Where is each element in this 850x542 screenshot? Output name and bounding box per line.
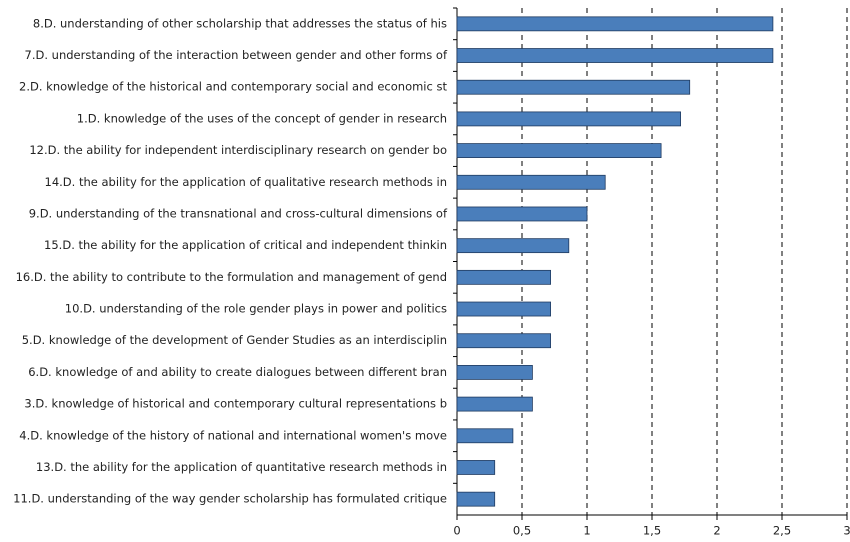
y-tick-label: 16.D. the ability to contribute to the f… <box>16 270 447 284</box>
bar <box>456 206 588 222</box>
y-tick-label: 11.D. understanding of the way gender sc… <box>13 492 447 506</box>
x-tick-label: 2 <box>713 524 720 538</box>
bar <box>456 365 533 380</box>
y-tick-label: 3.D. knowledge of historical and contemp… <box>24 397 447 411</box>
bar <box>456 301 551 317</box>
y-tick-label: 1.D. knowledge of the uses of the concep… <box>77 111 447 125</box>
bar <box>456 269 551 285</box>
bar <box>456 333 551 349</box>
bar <box>456 16 774 32</box>
bar <box>456 396 533 412</box>
y-tick-label: 9.D. understanding of the transnational … <box>29 206 448 220</box>
bar <box>456 460 496 475</box>
y-tick-label: 10.D. understanding of the role gender p… <box>65 302 447 316</box>
y-tick-label: 12.D. the ability for independent interd… <box>29 143 447 157</box>
y-tick-label: 8.D. understanding of other scholarship … <box>33 16 447 30</box>
x-tick-label: 3 <box>843 524 850 538</box>
bar <box>456 491 496 507</box>
x-tick-label: 0 <box>453 524 460 538</box>
y-tick-label: 7.D. understanding of the interaction be… <box>25 48 448 62</box>
y-tick-label: 2.D. knowledge of the historical and con… <box>19 80 447 94</box>
bar <box>456 143 662 158</box>
y-tick-label: 5.D. knowledge of the development of Gen… <box>22 333 447 347</box>
y-tick-label: 14.D. the ability for the application of… <box>45 175 447 189</box>
bar <box>456 111 682 127</box>
y-tick-label: 15.D. the ability for the application of… <box>44 238 447 252</box>
bar <box>456 48 774 63</box>
x-tick-label: 1,5 <box>643 524 661 538</box>
bar <box>456 428 514 444</box>
y-tick-label: 13.D. the ability for the application of… <box>36 460 447 474</box>
y-tick-label: 6.D. knowledge of and ability to create … <box>28 365 447 379</box>
y-tick-label: 4.D. knowledge of the history of nationa… <box>19 428 447 442</box>
x-tick-label: 1 <box>583 524 590 538</box>
bar <box>456 174 606 190</box>
x-tick-label: 2,5 <box>773 524 791 538</box>
bar <box>456 238 570 254</box>
x-tick-label: 0,5 <box>513 524 531 538</box>
bar <box>456 79 691 95</box>
